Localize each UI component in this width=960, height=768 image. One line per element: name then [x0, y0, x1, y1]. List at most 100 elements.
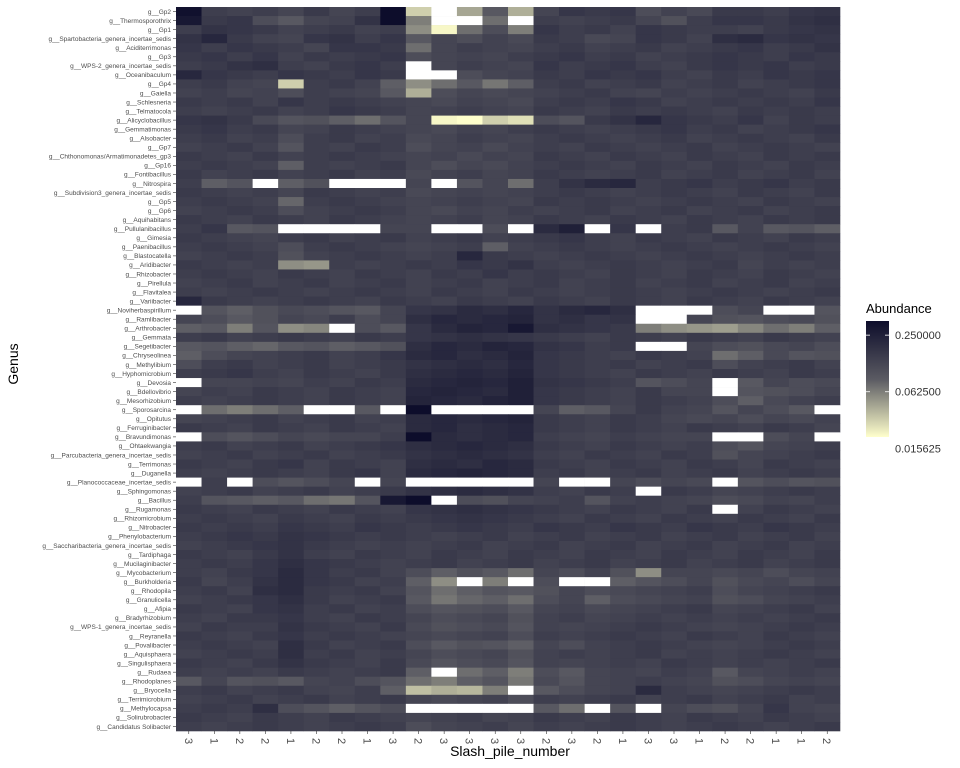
heatmap-cell [354, 540, 381, 551]
heatmap-cell [201, 233, 228, 243]
heatmap-cell [380, 441, 407, 451]
heatmap-cell [763, 378, 790, 388]
heatmap-cell [405, 423, 432, 433]
heatmap-cell [227, 79, 253, 89]
heatmap-cell [431, 97, 458, 107]
heatmap-cell [201, 332, 228, 343]
heatmap-cell [354, 323, 381, 334]
heatmap-cell [303, 631, 330, 641]
heatmap-cell [252, 405, 279, 415]
heatmap-cell [712, 676, 739, 687]
heatmap-cell [303, 568, 330, 578]
heatmap-cell [431, 369, 458, 379]
heatmap-cell [533, 242, 560, 252]
heatmap-cell [405, 703, 432, 714]
heatmap-cell [508, 676, 534, 687]
heatmap-cell [584, 586, 611, 596]
heatmap-cell [788, 423, 815, 433]
heatmap-cell [456, 568, 483, 578]
heatmap-cell [814, 278, 841, 288]
heatmap-cell [661, 43, 688, 53]
heatmap-cell [176, 432, 202, 442]
heatmap-cell [380, 224, 407, 234]
heatmap-cell [456, 124, 483, 134]
heatmap-cell [712, 622, 739, 632]
heatmap-cell [329, 369, 356, 379]
heatmap-cell [252, 260, 279, 270]
heatmap-cell [227, 70, 253, 80]
heatmap-cell [508, 694, 534, 705]
heatmap-cell [303, 504, 330, 515]
heatmap-cell [635, 387, 662, 397]
heatmap-cell [635, 106, 662, 116]
heatmap-cell [533, 260, 560, 270]
y-tick-label: g__Aciditerrimonas [115, 45, 171, 52]
heatmap-cell [405, 631, 432, 641]
heatmap-cell [456, 550, 483, 560]
heatmap-cell [405, 88, 432, 98]
heatmap-cell [763, 314, 790, 325]
heatmap-cell [482, 278, 509, 288]
heatmap-cell [354, 115, 381, 125]
heatmap-cell [329, 233, 356, 243]
heatmap-cell [482, 712, 509, 723]
heatmap-cell [508, 151, 534, 162]
heatmap-cell [737, 522, 764, 533]
heatmap-cell [456, 531, 483, 542]
heatmap-cell [278, 142, 304, 153]
heatmap-cell [201, 124, 228, 134]
heatmap-cell [814, 676, 841, 687]
heatmap-cell [788, 721, 815, 732]
heatmap-cell [584, 414, 611, 424]
heatmap-cell [329, 550, 356, 560]
heatmap-cell [533, 631, 560, 641]
x-tick-label: 1 [795, 738, 807, 744]
y-tick-label: g__Bryocella [133, 688, 171, 695]
heatmap-cell [405, 215, 432, 225]
heatmap-cell [431, 323, 458, 334]
heatmap-cell [380, 531, 407, 542]
heatmap-cell [380, 676, 407, 687]
heatmap-cell [456, 703, 483, 714]
heatmap-cell [252, 504, 279, 515]
heatmap-cell [252, 206, 279, 216]
heatmap-cell [303, 640, 330, 650]
heatmap-cell [814, 52, 841, 62]
heatmap-cell [329, 405, 356, 415]
heatmap-cell [405, 649, 432, 659]
heatmap-cell [252, 550, 279, 560]
heatmap-cell [278, 604, 304, 614]
heatmap-cell [431, 188, 458, 198]
heatmap-cell [610, 79, 636, 89]
heatmap-cell [380, 52, 407, 62]
heatmap-cell [788, 703, 815, 714]
y-tick-label: g__WPS-2_genera_incertae_sedis [70, 63, 172, 70]
heatmap-cell [737, 414, 764, 424]
heatmap-cell [252, 604, 279, 614]
heatmap-cell [354, 694, 381, 705]
y-tick-label: g__Nitrobacter [128, 525, 171, 532]
heatmap-cell [482, 224, 509, 234]
heatmap-cell [788, 296, 815, 306]
heatmap-cell [227, 622, 253, 632]
heatmap-cell [686, 260, 713, 270]
heatmap-cell [788, 224, 815, 234]
heatmap-cell [712, 522, 739, 533]
heatmap-cell [201, 432, 228, 442]
heatmap-cell [405, 7, 432, 17]
heatmap-cell [661, 359, 688, 370]
heatmap-cell [431, 658, 458, 668]
heatmap-cell [661, 369, 688, 379]
heatmap-cell [763, 296, 790, 306]
heatmap-cell [814, 423, 841, 433]
heatmap-cell [405, 233, 432, 243]
y-tick-label: g__Telmatocola [125, 108, 171, 115]
heatmap-cell [354, 350, 381, 361]
heatmap-cell [201, 559, 228, 569]
heatmap-cell [482, 242, 509, 252]
heatmap-cell [533, 613, 560, 623]
heatmap-cell [686, 477, 713, 487]
heatmap-cell [380, 106, 407, 116]
heatmap-cell [278, 559, 304, 569]
